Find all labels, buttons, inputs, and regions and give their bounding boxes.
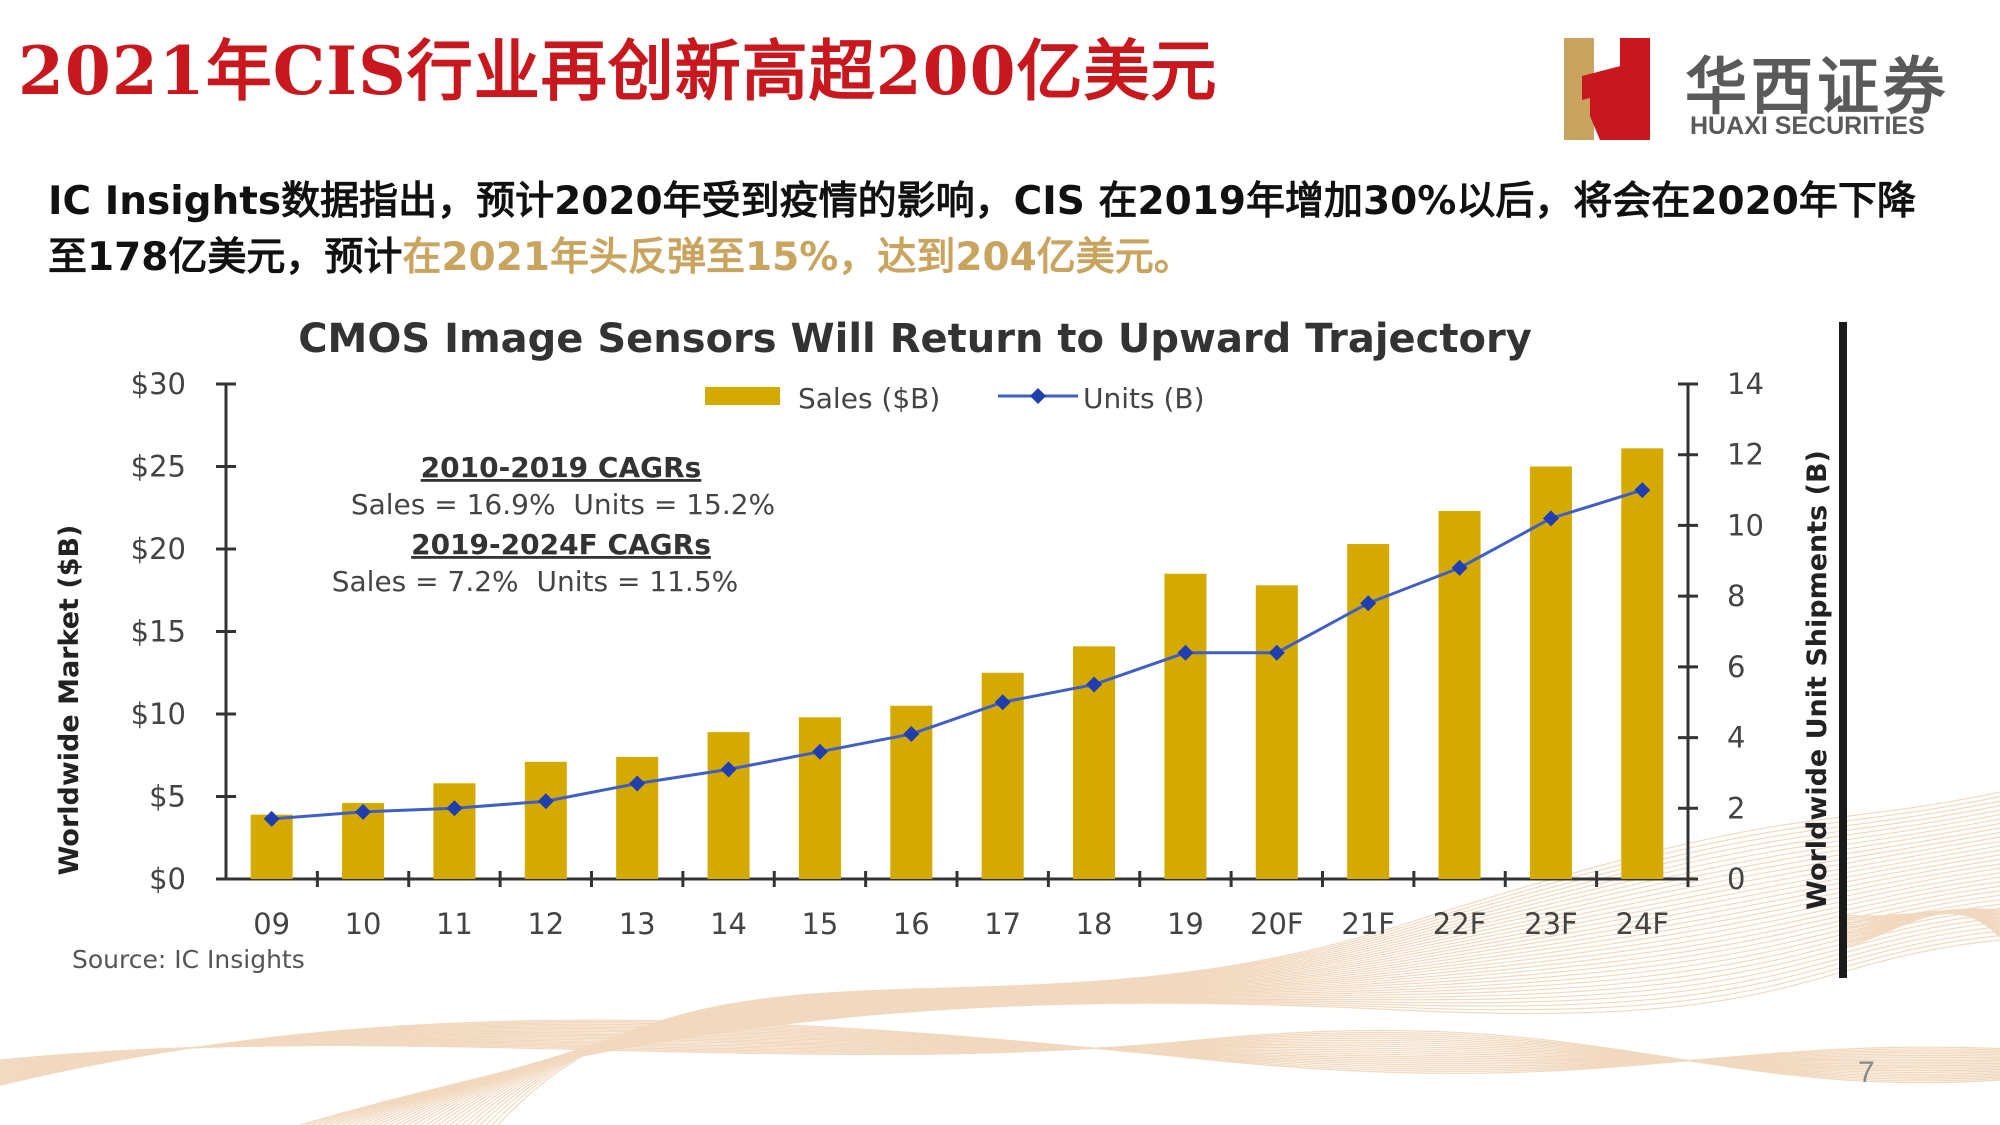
units-line [271, 488, 1643, 821]
x-tick-label: 22F [1433, 907, 1487, 941]
left-tick-label: $20 [131, 532, 186, 566]
right-tick-label: 4 [1727, 721, 1745, 755]
x-tick-label: 24F [1616, 907, 1670, 941]
chart-legend: Sales ($B) Units (B) [705, 382, 1205, 415]
units-marker [811, 743, 828, 760]
cagr-heading-2010-2019: 2010-2019 CAGRs [421, 451, 702, 484]
units-marker [1360, 595, 1377, 612]
x-tick-label: 12 [527, 907, 564, 941]
sales-bar [616, 756, 659, 879]
units-marker [537, 793, 554, 810]
units-marker [1086, 676, 1103, 693]
x-tick-label: 23F [1524, 907, 1578, 941]
x-tick-label: 19 [1167, 907, 1204, 941]
x-tick-label: 10 [345, 907, 382, 941]
right-axis-label: Worldwide Unit Shipments (B) [1802, 450, 1833, 910]
left-tick-label: $5 [149, 780, 186, 814]
huaxi-logo: 华西证券 HUAXI SECURITIES [1560, 36, 1960, 146]
huaxi-logo-mark-icon [1564, 38, 1650, 140]
x-tick-label: 21F [1341, 907, 1395, 941]
chart-source: Source: IC Insights [72, 945, 305, 974]
plot-area: $0 $5 $10 $15 $20 $25 $30 0 2 4 6 8 10 12 14 09 10 11 12 13… [131, 367, 1764, 941]
x-tick-label: 09 [253, 907, 290, 941]
units-marker [1634, 482, 1651, 499]
left-tick-label: $10 [131, 697, 186, 731]
legend-units-label: Units (B) [1083, 382, 1205, 415]
right-tick-label: 2 [1727, 791, 1745, 825]
legend-units-marker [1030, 388, 1046, 404]
sales-bar [707, 732, 750, 879]
units-marker [1177, 644, 1194, 661]
description-highlight: 在2021年头反弹至15%，达到204亿美元。 [402, 235, 1193, 280]
right-tick-label: 8 [1727, 579, 1745, 613]
right-tick-label: 12 [1727, 438, 1764, 472]
sales-bar [1255, 585, 1298, 879]
cis-market-chart: CMOS Image Sensors Will Return to Upward… [54, 316, 1833, 974]
x-tick-label: 16 [893, 907, 930, 941]
units-marker [446, 800, 463, 817]
units-marker [1451, 559, 1468, 576]
cagr-heading-2019-2024: 2019-2024F CAGRs [411, 528, 711, 561]
right-tick-label: 0 [1727, 862, 1745, 896]
slide-title: 2021年CIS行业再创新高超200亿美元 [18, 32, 1218, 110]
right-tick-label: 10 [1727, 508, 1764, 542]
logo-chinese-name: 华西证券 [1685, 50, 1950, 123]
units-marker [903, 726, 920, 743]
sales-bar [1529, 466, 1572, 879]
units-marker [1268, 644, 1285, 661]
units-marker [629, 775, 646, 792]
units-marker [355, 803, 372, 820]
sales-bar [1621, 448, 1664, 879]
description-main: IC Insights数据指出，预计2020年受到疫情的影响，CIS 在2019… [48, 179, 1916, 280]
right-tick-label: 6 [1727, 650, 1745, 684]
chart-title: CMOS Image Sensors Will Return to Upward… [298, 316, 1532, 362]
x-tick-label: 14 [710, 907, 747, 941]
legend-sales-swatch [705, 387, 780, 405]
x-tick-label: 18 [1076, 907, 1113, 941]
sales-bar [524, 761, 567, 879]
sales-bar [433, 783, 476, 879]
page-number: 7 [1858, 1056, 1875, 1089]
logo-english-name: HUAXI SECURITIES [1690, 112, 1925, 140]
description-text: IC Insights数据指出，预计2020年受到疫情的影响，CIS 在2019… [48, 174, 1948, 286]
x-tick-label: 13 [619, 907, 656, 941]
units-marker [263, 810, 280, 827]
units-marker [994, 694, 1011, 711]
right-tick-label: 14 [1727, 367, 1764, 401]
cagr-values-2010-2019: Sales = 16.9% Units = 15.2% [351, 488, 775, 521]
cagr-values-2019-2024: Sales = 7.2% Units = 11.5% [332, 565, 739, 598]
sales-bar [798, 717, 841, 879]
left-tick-label: $30 [131, 367, 186, 401]
left-tick-label: $15 [131, 615, 186, 649]
units-marker [1542, 510, 1559, 527]
units-marker [720, 761, 737, 778]
x-tick-label: 17 [984, 907, 1021, 941]
left-tick-label: $0 [149, 862, 186, 896]
x-tick-label: 11 [436, 907, 473, 941]
x-tick-label: 15 [801, 907, 838, 941]
left-axis-label: Worldwide Market ($B) [54, 525, 85, 876]
left-tick-label: $25 [131, 450, 186, 484]
sales-bar [1347, 544, 1390, 879]
sales-bar [1164, 573, 1207, 879]
cagr-annotation: 2010-2019 CAGRs Sales = 16.9% Units = 15… [332, 451, 775, 598]
chart-frame-border [1839, 322, 1847, 978]
legend-sales-label: Sales ($B) [798, 382, 940, 415]
x-tick-label: 20F [1250, 907, 1304, 941]
